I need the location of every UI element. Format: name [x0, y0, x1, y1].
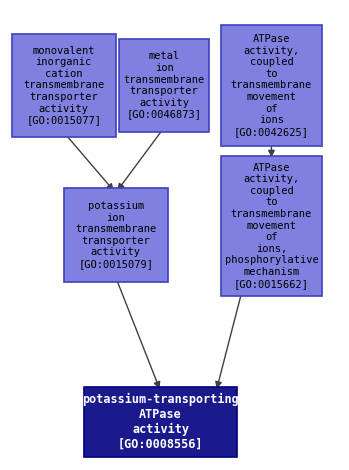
FancyBboxPatch shape — [221, 156, 322, 296]
FancyBboxPatch shape — [84, 387, 237, 457]
Text: potassium
ion
transmembrane
transporter
activity
[GO:0015079]: potassium ion transmembrane transporter … — [75, 201, 156, 269]
Text: potassium-transporting
ATPase
activity
[GO:0008556]: potassium-transporting ATPase activity [… — [82, 393, 239, 451]
Text: monovalent
inorganic
cation
transmembrane
transporter
activity
[GO:0015077]: monovalent inorganic cation transmembran… — [23, 46, 104, 125]
FancyBboxPatch shape — [64, 188, 168, 282]
FancyBboxPatch shape — [12, 34, 116, 137]
Text: ATPase
activity,
coupled
to
transmembrane
movement
of
ions,
phosphorylative
mech: ATPase activity, coupled to transmembran… — [224, 163, 318, 289]
Text: metal
ion
transmembrane
transporter
activity
[GO:0046873]: metal ion transmembrane transporter acti… — [124, 52, 205, 119]
Text: ATPase
activity,
coupled
to
transmembrane
movement
of
ions
[GO:0042625]: ATPase activity, coupled to transmembran… — [231, 34, 312, 137]
FancyBboxPatch shape — [221, 25, 322, 146]
FancyBboxPatch shape — [119, 39, 209, 132]
